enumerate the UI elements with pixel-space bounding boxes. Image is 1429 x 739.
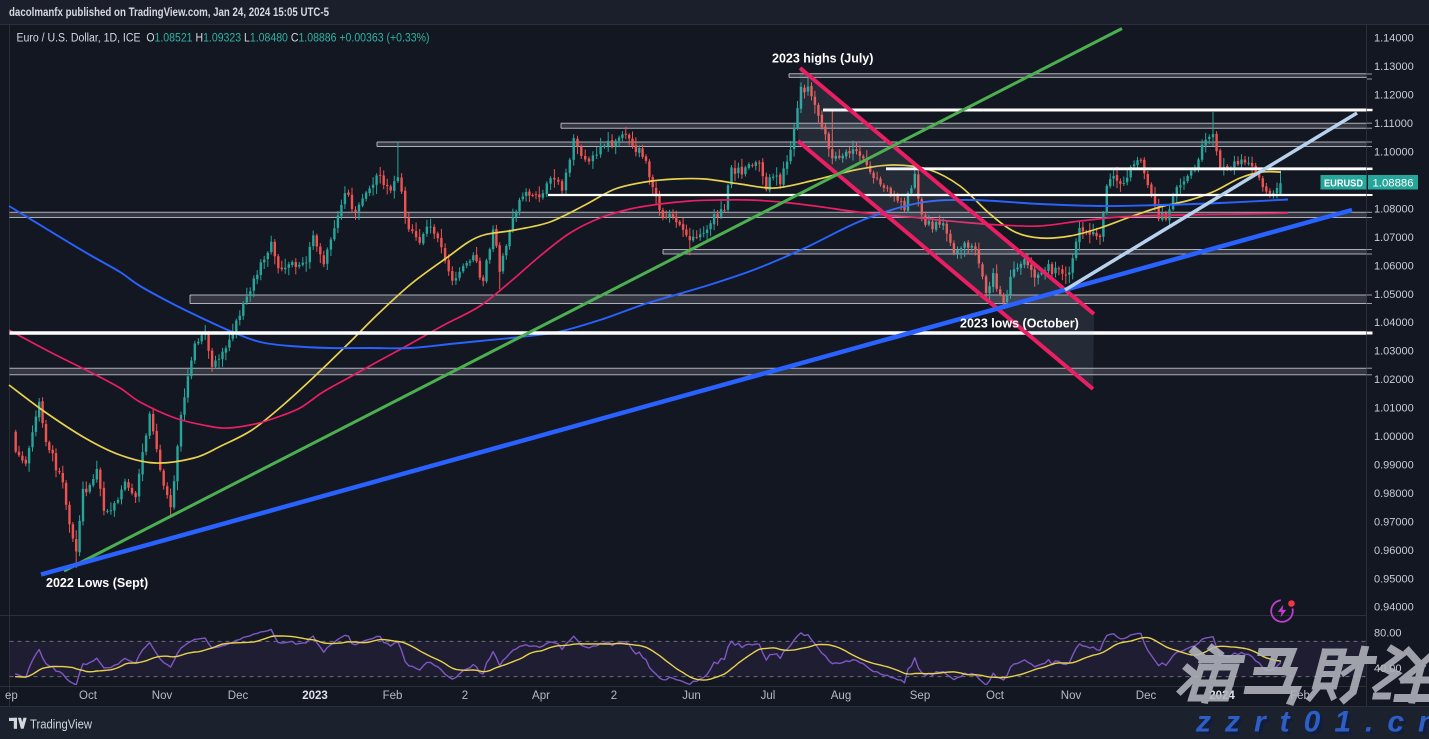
svg-text:Oct: Oct	[79, 690, 98, 702]
svg-text:1.12000: 1.12000	[1374, 90, 1414, 102]
svg-text:1.14000: 1.14000	[1374, 33, 1414, 45]
svg-text:Apr: Apr	[532, 690, 550, 702]
svg-text:2023: 2023	[302, 690, 328, 702]
svg-text:2023 lows (October): 2023 lows (October)	[960, 317, 1079, 331]
svg-text:dacolmanfx published on Tradin: dacolmanfx published on TradingView.com,…	[9, 7, 330, 19]
svg-text:Dec: Dec	[1136, 690, 1157, 702]
svg-text:1.02000: 1.02000	[1374, 374, 1414, 386]
svg-text:0.98000: 0.98000	[1374, 488, 1414, 500]
svg-text:2: 2	[611, 690, 617, 702]
svg-text:Aug: Aug	[831, 690, 851, 702]
svg-text:1.00000: 1.00000	[1374, 431, 1414, 443]
svg-text:Jul: Jul	[761, 690, 776, 702]
svg-text:2: 2	[462, 690, 468, 702]
svg-text:0.99000: 0.99000	[1374, 460, 1414, 472]
svg-text:1.07000: 1.07000	[1374, 232, 1414, 244]
svg-text:1.13000: 1.13000	[1374, 61, 1414, 73]
svg-text:Euro / U.S. Dollar, 1D, ICE O: Euro / U.S. Dollar, 1D, ICE O1.08521 H1.…	[17, 33, 430, 45]
svg-text:EURUSD: EURUSD	[1324, 178, 1363, 190]
svg-text:Oct: Oct	[986, 690, 1005, 702]
svg-text:80.00: 80.00	[1374, 628, 1402, 640]
svg-text:0.97000: 0.97000	[1374, 516, 1414, 528]
svg-text:Sep: Sep	[910, 690, 930, 702]
svg-text:1.11000: 1.11000	[1374, 118, 1413, 130]
svg-text:1.04000: 1.04000	[1374, 317, 1414, 329]
svg-text:2023 highs (July): 2023 highs (July)	[772, 52, 873, 66]
svg-text:1.05000: 1.05000	[1374, 289, 1414, 301]
svg-text:Nov: Nov	[152, 690, 173, 702]
svg-text:0.96000: 0.96000	[1374, 545, 1414, 557]
svg-text:zzrt01.cn: zzrt01.cn	[1195, 706, 1429, 739]
svg-text:1.08000: 1.08000	[1374, 203, 1414, 215]
svg-text:TradingView: TradingView	[30, 718, 93, 732]
svg-text:0.94000: 0.94000	[1374, 602, 1414, 614]
svg-text:Feb: Feb	[383, 690, 403, 702]
svg-text:ep: ep	[5, 690, 18, 702]
svg-text:1.10000: 1.10000	[1374, 147, 1414, 159]
svg-text:Nov: Nov	[1061, 690, 1082, 702]
svg-text:0.95000: 0.95000	[1374, 573, 1414, 585]
svg-text:1.01000: 1.01000	[1374, 403, 1414, 415]
svg-text:1.08886: 1.08886	[1373, 178, 1414, 190]
svg-text:Jun: Jun	[682, 690, 701, 702]
svg-text:Dec: Dec	[228, 690, 249, 702]
svg-text:2022 Lows (Sept): 2022 Lows (Sept)	[46, 576, 148, 590]
svg-text:1.03000: 1.03000	[1374, 346, 1414, 358]
svg-text:1.06000: 1.06000	[1374, 260, 1414, 272]
